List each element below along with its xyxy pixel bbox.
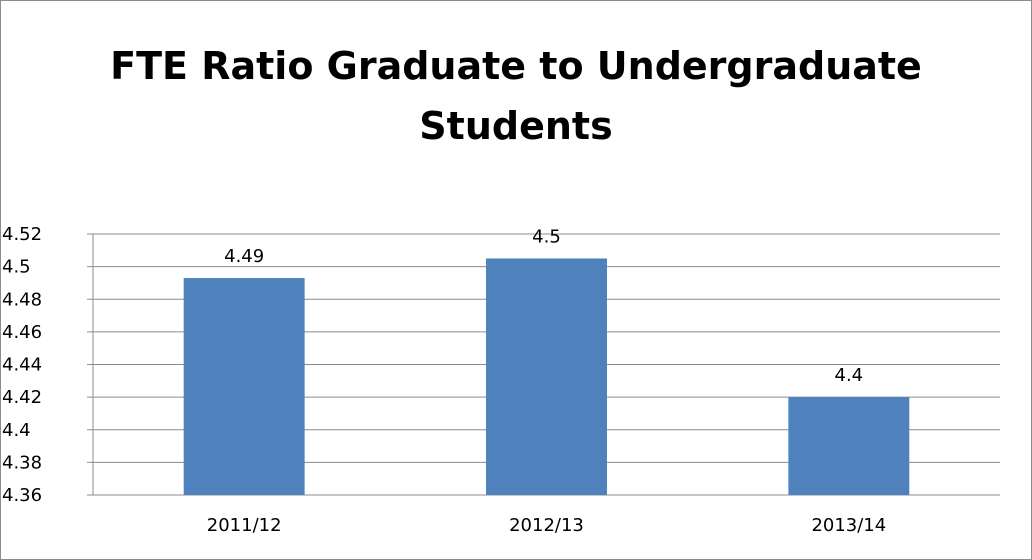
- data-label: 4.5: [532, 226, 561, 247]
- bar: [486, 258, 607, 495]
- bar: [788, 397, 910, 495]
- data-label: 4.49: [224, 246, 264, 267]
- chart-title-line-1: FTE Ratio Graduate to Undergraduate: [110, 44, 922, 88]
- bar: [183, 278, 305, 495]
- y-tick-label: 4.52: [2, 224, 42, 245]
- y-tick-label: 4.48: [2, 289, 42, 310]
- y-tick-label: 4.44: [2, 355, 42, 376]
- y-tick-label: 4.46: [2, 322, 42, 343]
- x-category-label: 2012/13: [509, 515, 584, 536]
- data-label: 4.4: [835, 365, 864, 386]
- y-tick-label: 4.4: [2, 420, 31, 441]
- y-tick-label: 4.42: [2, 387, 42, 408]
- y-tick-label: 4.5: [2, 257, 31, 278]
- labels: 4.52 4.5 4.48 4.46 4.44 4.42 4.4 4.38 4.36 4.49 20…: [2, 224, 886, 536]
- chart-title: FTE Ratio Graduate to Undergraduate Stud…: [0, 36, 1032, 156]
- y-tick-label: 4.38: [2, 452, 42, 473]
- chart-title-line-2: Students: [419, 104, 613, 148]
- bars: [183, 258, 910, 495]
- x-category-label: 2013/14: [811, 515, 886, 536]
- y-tick-label: 4.36: [2, 485, 42, 506]
- x-category-label: 2011/12: [207, 515, 282, 536]
